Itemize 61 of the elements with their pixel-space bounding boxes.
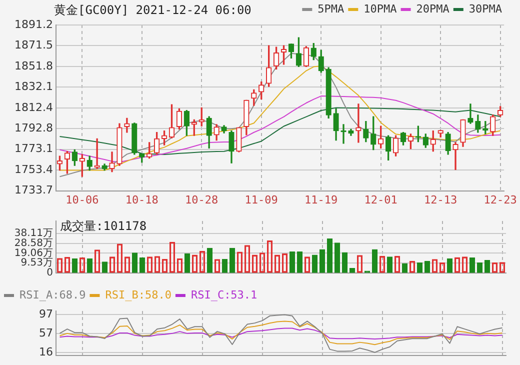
bar xyxy=(229,248,236,273)
legend-label: 5PMA xyxy=(318,2,345,16)
y-tick-label: 1871.5 xyxy=(14,38,53,52)
bar xyxy=(416,262,423,273)
y-tick-label: 1832.1 xyxy=(14,80,53,94)
bar xyxy=(469,257,476,273)
y-tick-label: 1733.7 xyxy=(14,184,53,197)
x-tick-label: 10-28 xyxy=(185,193,218,206)
y-tick-label: 28.58万 xyxy=(14,238,53,249)
bar xyxy=(132,252,138,273)
legend-label: 30PMA xyxy=(468,2,502,16)
x-tick-label: 12-13 xyxy=(424,193,458,206)
y-tick-label: 1812.4 xyxy=(14,100,53,114)
candlestick xyxy=(452,142,458,170)
bar xyxy=(372,249,378,273)
bar xyxy=(402,263,408,273)
bar xyxy=(446,258,453,273)
bar xyxy=(222,258,228,273)
bar xyxy=(86,258,93,273)
x-tick-label: 10-06 xyxy=(66,193,99,206)
x-tick-label: 12-23 xyxy=(484,193,517,206)
bar xyxy=(326,238,333,273)
y-tick-label: 1753.4 xyxy=(14,162,53,176)
y-tick-label: 1792.8 xyxy=(14,121,53,134)
x-tick-label: 11-19 xyxy=(304,193,338,206)
legend-label: RSI_C:53.1 xyxy=(190,288,258,302)
bar xyxy=(289,251,296,273)
chart-title: 成交量:101178 xyxy=(60,218,147,235)
x-tick-label: 12-01 xyxy=(364,193,398,206)
bar xyxy=(476,262,483,273)
legend-label: 20PMA xyxy=(416,2,450,16)
y-tick-label: 19.06万 xyxy=(14,248,53,259)
candlestick xyxy=(468,104,474,124)
bar xyxy=(102,262,108,273)
bar xyxy=(72,258,78,273)
bar xyxy=(424,260,430,273)
bar xyxy=(319,249,326,273)
bar xyxy=(312,254,318,273)
bar xyxy=(342,252,348,273)
bar xyxy=(334,242,340,273)
y-tick-label: 57 xyxy=(39,326,53,340)
bar xyxy=(386,256,393,273)
y-tick-label: 16 xyxy=(39,345,53,358)
bar xyxy=(296,251,303,273)
bar xyxy=(184,253,190,273)
y-tick-label: 0 xyxy=(46,268,53,279)
legend-label: RSI_B:58.0 xyxy=(105,288,172,302)
bar xyxy=(206,248,213,273)
y-tick-label: 1773.1 xyxy=(14,142,53,156)
legend-label: RSI_A:68.9 xyxy=(20,288,86,302)
bar xyxy=(139,257,146,273)
y-tick-label: 1851.8 xyxy=(14,59,53,72)
y-tick-label: 97 xyxy=(39,308,53,321)
y-tick-label: 9.53万 xyxy=(20,258,53,269)
y-tick-label: 1891.2 xyxy=(14,18,53,31)
bar xyxy=(484,260,490,273)
y-tick-label: 38.11万 xyxy=(14,228,53,239)
x-tick-label: 10-18 xyxy=(125,193,158,206)
x-tick-label: 11-09 xyxy=(244,193,278,206)
chart-title: 黄金[GC00Y] 2021-12-24 06:00 xyxy=(54,2,252,19)
legend-label: 10PMA xyxy=(364,2,398,16)
